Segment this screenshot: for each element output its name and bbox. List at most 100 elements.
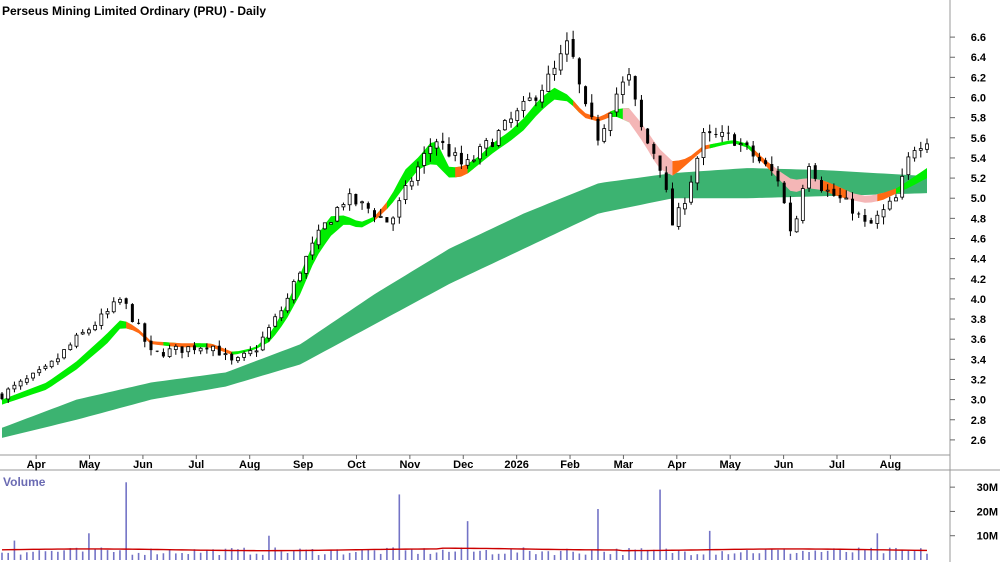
candle <box>93 321 98 332</box>
candle <box>614 87 619 117</box>
candle <box>62 349 66 360</box>
chart-title: Perseus Mining Limited Ordinary (PRU) - … <box>2 4 266 18</box>
candle <box>515 107 520 127</box>
candle <box>260 331 265 352</box>
short-band-segment <box>771 165 828 193</box>
candle <box>304 255 309 279</box>
candle <box>620 76 625 104</box>
candle <box>900 168 905 200</box>
candle <box>409 177 414 190</box>
candle <box>403 180 408 205</box>
y-tick-label: 6.4 <box>971 52 987 64</box>
volume-tick-label: 30M <box>977 482 998 494</box>
candle <box>236 356 240 364</box>
candle <box>74 332 79 349</box>
y-tick-label: 4.0 <box>971 294 986 306</box>
candle <box>416 161 420 186</box>
candle <box>912 146 917 162</box>
candle <box>869 217 873 224</box>
candle <box>695 156 700 191</box>
candle <box>527 92 532 102</box>
candle <box>484 137 489 156</box>
candle <box>714 127 718 138</box>
candle <box>676 202 681 230</box>
x-tick-label: Aug <box>239 459 260 471</box>
candle <box>496 129 501 148</box>
candle <box>770 156 774 176</box>
candle <box>832 183 836 197</box>
short-band-segment <box>231 209 381 355</box>
candle <box>794 215 799 233</box>
volume-average-line <box>1 547 928 552</box>
candle <box>192 342 196 355</box>
x-tick-label: Feb <box>560 459 580 471</box>
candle <box>80 329 85 335</box>
candle <box>43 364 48 371</box>
y-tick-label: 3.0 <box>971 395 986 407</box>
candle <box>24 375 29 385</box>
candle <box>205 343 209 354</box>
candle <box>99 308 104 330</box>
candle <box>509 111 513 128</box>
y-tick-label: 5.0 <box>971 193 986 205</box>
candle <box>807 163 811 192</box>
candle <box>670 182 674 226</box>
x-tick-label: Jul <box>188 459 204 471</box>
short-band-segment <box>821 179 853 201</box>
candle <box>366 201 370 214</box>
candle <box>465 153 470 169</box>
candle <box>658 155 662 178</box>
candle <box>906 152 911 180</box>
candle <box>329 222 333 225</box>
y-tick-label: 4.2 <box>971 274 986 286</box>
y-tick-label: 6.0 <box>971 93 986 105</box>
candle <box>875 210 880 229</box>
candle <box>347 188 352 211</box>
y-tick-label: 6.2 <box>971 72 986 84</box>
candle <box>298 271 302 283</box>
x-tick-label: Mar <box>614 459 634 471</box>
candle <box>558 44 563 75</box>
volume-tick-label: 10M <box>977 531 998 543</box>
candle <box>471 155 476 163</box>
candle <box>37 366 42 376</box>
candle <box>211 345 215 357</box>
candle <box>738 138 743 152</box>
candle <box>881 204 886 225</box>
x-tick-label: Nov <box>399 459 421 471</box>
candle <box>223 347 228 361</box>
candle <box>447 137 451 158</box>
candle <box>55 353 60 365</box>
candle <box>360 200 364 210</box>
x-tick-label: Apr <box>27 459 47 471</box>
x-tick-label: Aug <box>880 459 901 471</box>
volume-bars <box>1 482 928 560</box>
candle <box>180 346 184 359</box>
long-term-band <box>2 168 927 438</box>
y-tick-label: 2.6 <box>971 435 986 447</box>
candle <box>596 114 600 146</box>
candle <box>316 224 321 250</box>
short-band-segment <box>467 87 580 174</box>
candle <box>167 344 172 358</box>
candle <box>720 125 725 143</box>
short-band-segment <box>2 320 133 405</box>
candle <box>825 184 830 197</box>
candle <box>708 124 712 142</box>
candle <box>335 206 340 223</box>
short-band-segment <box>386 141 462 210</box>
candle <box>682 197 687 215</box>
y-tick-label: 5.4 <box>971 153 987 165</box>
candle <box>441 132 445 150</box>
candle <box>571 30 575 59</box>
candle <box>701 128 706 166</box>
candle <box>18 379 23 390</box>
candle <box>540 84 545 108</box>
x-tick-label: 2026 <box>504 459 528 471</box>
short-band-segment <box>846 190 884 203</box>
candle <box>925 138 929 153</box>
candle <box>689 175 693 205</box>
candle <box>863 208 867 227</box>
